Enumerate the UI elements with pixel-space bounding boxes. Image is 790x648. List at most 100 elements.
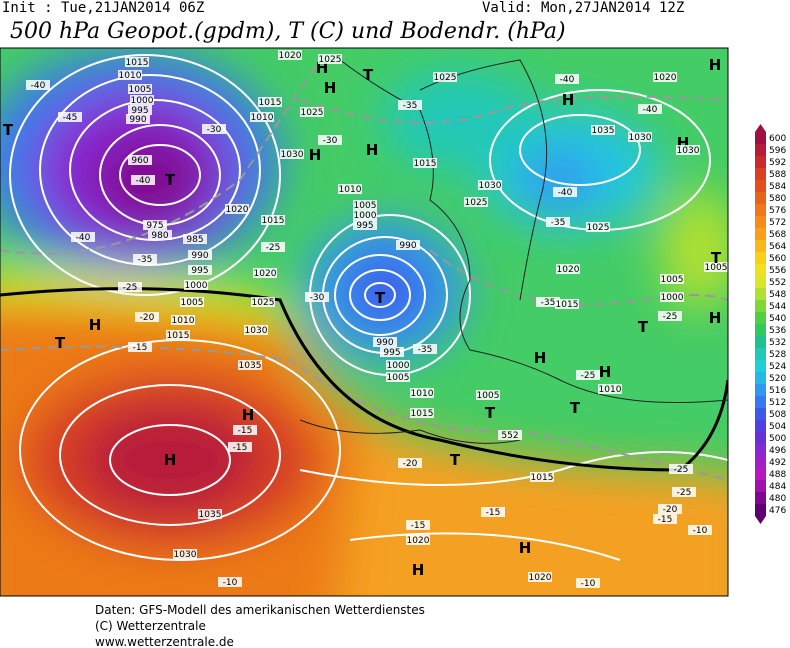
label-bg (188, 265, 212, 275)
colorbar-swatch (755, 336, 766, 348)
pressure-center: T (363, 66, 374, 84)
label-bg (576, 370, 600, 380)
label-bg (318, 54, 342, 64)
contour-label: 1010 (599, 385, 622, 395)
label-bg (128, 105, 152, 115)
colorbar-label: 504 (769, 422, 786, 432)
label-bg (184, 280, 208, 290)
contour-label: 1000 (354, 211, 377, 221)
pressure-center: T (570, 399, 581, 417)
contour-label: 1015 (411, 409, 434, 419)
label-bg (555, 74, 579, 84)
colorbar-label: 488 (769, 470, 786, 480)
contour-label: 1005 (661, 275, 684, 285)
colorbar-label: 512 (769, 398, 786, 408)
pressure-center: T (55, 334, 66, 352)
contour-label: 995 (356, 221, 373, 231)
colorbar-label: 536 (769, 326, 786, 336)
contour-label: 1015 (556, 300, 579, 310)
contour-label: 1010 (411, 389, 434, 399)
label-bg (373, 337, 397, 347)
colorbar-swatch (755, 276, 766, 288)
label-bg (133, 254, 157, 264)
contour-label: 1015 (126, 58, 149, 68)
contour-label: -25 (674, 465, 689, 475)
contour-label: -30 (310, 293, 325, 303)
colorbar-swatch (755, 396, 766, 408)
colorbar-label: 556 (769, 266, 786, 276)
pressure-center: H (89, 316, 102, 334)
colorbar-swatch (755, 144, 766, 156)
colorbar-swatch (755, 168, 766, 180)
contour-label: -30 (323, 136, 338, 146)
contour-label: 1020 (254, 269, 277, 279)
contour-label: 1020 (279, 51, 302, 61)
pressure-center: H (164, 451, 177, 469)
colorbar-swatch (755, 216, 766, 228)
contour-label: -15 (411, 521, 426, 531)
label-bg (238, 360, 262, 370)
label-bg (218, 577, 242, 587)
label-bg (135, 312, 159, 322)
label-bg (410, 408, 434, 418)
contour-label: -25 (123, 283, 138, 293)
colorbar-cap (755, 516, 766, 524)
label-bg (433, 72, 457, 82)
label-bg (398, 100, 422, 110)
colorbar-swatch (755, 384, 766, 396)
contour-label: -20 (140, 313, 155, 323)
contour-label: -10 (693, 526, 708, 536)
label-bg (244, 325, 268, 335)
label-bg (278, 50, 302, 60)
label-bg (653, 72, 677, 82)
map-frame (0, 47, 729, 597)
pressure-center: H (412, 561, 425, 579)
contour-label: 1000 (661, 293, 684, 303)
contour-label: 995 (131, 106, 148, 116)
label-bg (128, 155, 152, 165)
label-bg (556, 264, 580, 274)
contour-label: 1000 (131, 96, 154, 106)
label-bg (386, 360, 410, 370)
contour-label: -15 (233, 443, 248, 453)
map: 1015101010051000995990960T-40-45-4097598… (0, 48, 728, 596)
colorbar-swatch (755, 192, 766, 204)
contour-label: 1010 (251, 113, 274, 123)
contour-label: 1025 (319, 55, 342, 65)
contour-label: -25 (581, 371, 596, 381)
colorbar-swatch (755, 324, 766, 336)
label-bg (261, 242, 285, 252)
colorbar-label: 544 (769, 302, 786, 312)
pressure-center: H (562, 91, 575, 109)
contour-label: 1010 (119, 71, 142, 81)
init-time: Init : Tue,21JAN2014 06Z (2, 0, 204, 16)
label-bg (118, 70, 142, 80)
contour-label: 1015 (259, 98, 282, 108)
contour-label: 1035 (239, 361, 262, 371)
contour-label: -15 (658, 515, 673, 525)
colorbar-swatch (755, 156, 766, 168)
label-bg (413, 158, 437, 168)
contour-label: 552 (501, 431, 518, 441)
label-bg (536, 297, 560, 307)
coastlines (299, 59, 728, 444)
contour-label: 1020 (407, 536, 430, 546)
label-bg (658, 504, 682, 514)
colorbar-swatch (755, 504, 766, 516)
label-bg (410, 388, 434, 398)
contour-label: 1000 (185, 281, 208, 291)
contour-label: -10 (581, 579, 596, 589)
contour-label: 1005 (354, 201, 377, 211)
label-bg (26, 80, 50, 90)
contour-label: -40 (136, 176, 151, 186)
colorbar-swatch (755, 180, 766, 192)
label-bg (586, 222, 610, 232)
label-bg (58, 112, 82, 122)
colorbar-swatch (755, 456, 766, 468)
label-bg (676, 145, 700, 155)
label-bg (353, 200, 377, 210)
footer-line: (C) Wetterzentrale (95, 619, 206, 633)
colorbar: 600 596 592 588 584 580 576 572 568 564 560 556 552 5… (755, 124, 786, 524)
contour-label: 1015 (414, 159, 437, 169)
label-bg (228, 442, 252, 452)
